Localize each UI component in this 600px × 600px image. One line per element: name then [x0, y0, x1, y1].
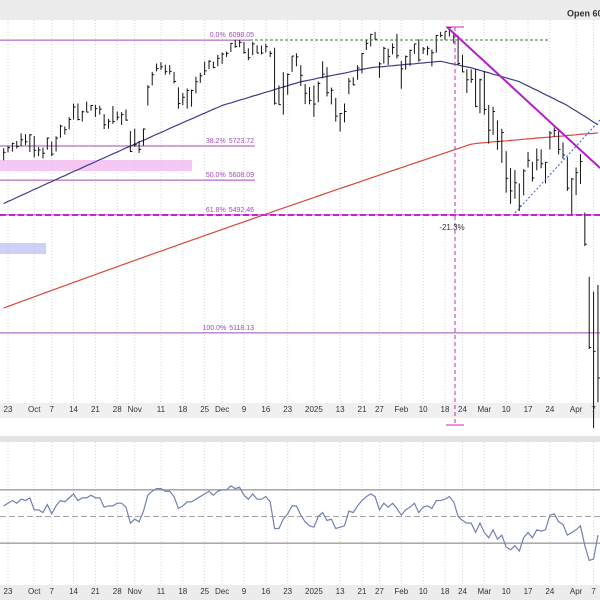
- x-tick-label: 24: [545, 587, 554, 596]
- x-tick-label: 7: [591, 587, 596, 596]
- fib-label: 38.2% 5723.72: [206, 138, 254, 145]
- annotation: -21.3%: [439, 223, 464, 232]
- fib-label: 100.0% 5118.13: [202, 325, 254, 332]
- fib-value: 5608.09: [229, 172, 254, 179]
- x-tick-label: 13: [336, 587, 345, 596]
- x-tick-label: 16: [261, 405, 270, 414]
- x-tick-label: Dec: [215, 405, 229, 414]
- x-tick-label: Oct: [28, 405, 41, 414]
- x-tick-label: 21: [91, 405, 100, 414]
- x-tick-label: 21: [358, 405, 367, 414]
- x-tick-label: 28: [113, 587, 122, 596]
- x-tick-label: 24: [458, 587, 467, 596]
- x-tick-label: Apr: [570, 587, 583, 596]
- x-tick-label: 21: [91, 587, 100, 596]
- x-tick-label: 23: [283, 405, 292, 414]
- x-tick-label: 7: [49, 405, 54, 414]
- x-tick-label: 18: [441, 405, 450, 414]
- x-tick-label: 23: [4, 587, 13, 596]
- x-tick-label: 27: [375, 587, 384, 596]
- x-tick-label: 17: [524, 587, 533, 596]
- header-label: Open 60: [567, 8, 600, 18]
- fib-percent: 38.2%: [206, 138, 226, 145]
- x-tick-label: Dec: [215, 587, 229, 596]
- x-tick-label: 18: [441, 587, 450, 596]
- x-tick-label: 9: [242, 587, 247, 596]
- x-tick-label: 27: [375, 405, 384, 414]
- fib-value: 6098.05: [229, 32, 254, 39]
- trend-line: [514, 119, 600, 214]
- fib-label: 50.0% 5608.09: [206, 172, 254, 179]
- rsi-line: [3, 485, 599, 562]
- x-tick-label: 2025: [305, 405, 323, 414]
- x-tick-label: 25: [200, 587, 209, 596]
- x-tick-label: 24: [458, 405, 467, 414]
- x-tick-label: Nov: [128, 405, 142, 414]
- highlight-box: [0, 243, 46, 254]
- x-tick-label: 2025: [305, 587, 323, 596]
- fib-percent: 0.0%: [210, 32, 226, 39]
- trend-line: [446, 26, 600, 169]
- fib-percent: 50.0%: [206, 172, 226, 179]
- highlight-box: [0, 160, 192, 171]
- x-tick-label: 18: [178, 587, 187, 596]
- x-tick-label: Nov: [128, 587, 142, 596]
- x-tick-label: 14: [69, 587, 78, 596]
- x-tick-label: 18: [178, 405, 187, 414]
- x-tick-label: Mar: [477, 587, 491, 596]
- x-tick-label: 7: [591, 405, 596, 414]
- grid: [7, 20, 595, 585]
- x-tick-label: 17: [524, 405, 533, 414]
- fib-percent: 61.8%: [206, 207, 226, 214]
- x-tick-label: 11: [157, 405, 166, 414]
- x-tick-label: 10: [419, 587, 428, 596]
- x-tick-label: 23: [283, 587, 292, 596]
- x-tick-label: 10: [419, 405, 428, 414]
- x-tick-label: 24: [545, 405, 554, 414]
- fib-percent: 100.0%: [202, 325, 226, 332]
- x-tick-label: Oct: [28, 587, 41, 596]
- x-axis-strip: [0, 585, 600, 600]
- x-tick-label: 7: [49, 587, 54, 596]
- x-tick-label: 21: [358, 587, 367, 596]
- header-strip: [0, 0, 600, 20]
- x-tick-label: Feb: [394, 405, 408, 414]
- x-tick-label: Mar: [477, 405, 491, 414]
- x-tick-label: 10: [502, 405, 511, 414]
- x-tick-label: 28: [113, 405, 122, 414]
- x-tick-label: 10: [502, 587, 511, 596]
- x-tick-label: 11: [157, 587, 166, 596]
- fib-label: 61.8% 5492.46: [206, 207, 254, 214]
- fib-label: 0.0% 6098.05: [210, 32, 254, 39]
- x-tick-label: 14: [69, 405, 78, 414]
- x-tick-label: 16: [261, 587, 270, 596]
- x-tick-label: Feb: [394, 587, 408, 596]
- x-tick-label: Apr: [570, 405, 583, 414]
- panel-divider: [0, 436, 600, 442]
- x-axis-strip: [0, 403, 600, 418]
- fib-value: 5723.72: [229, 138, 254, 145]
- plot-area: 0.0% 6098.05 38.2% 5723.72 50.0% 5608.09 61.8%…: [0, 27, 600, 562]
- fib-value: 5492.46: [229, 207, 254, 214]
- x-tick-label: 25: [200, 405, 209, 414]
- x-tick-label: 23: [4, 405, 13, 414]
- x-tick-label: 13: [336, 405, 345, 414]
- x-tick-label: 9: [242, 405, 247, 414]
- fib-value: 5118.13: [229, 325, 254, 332]
